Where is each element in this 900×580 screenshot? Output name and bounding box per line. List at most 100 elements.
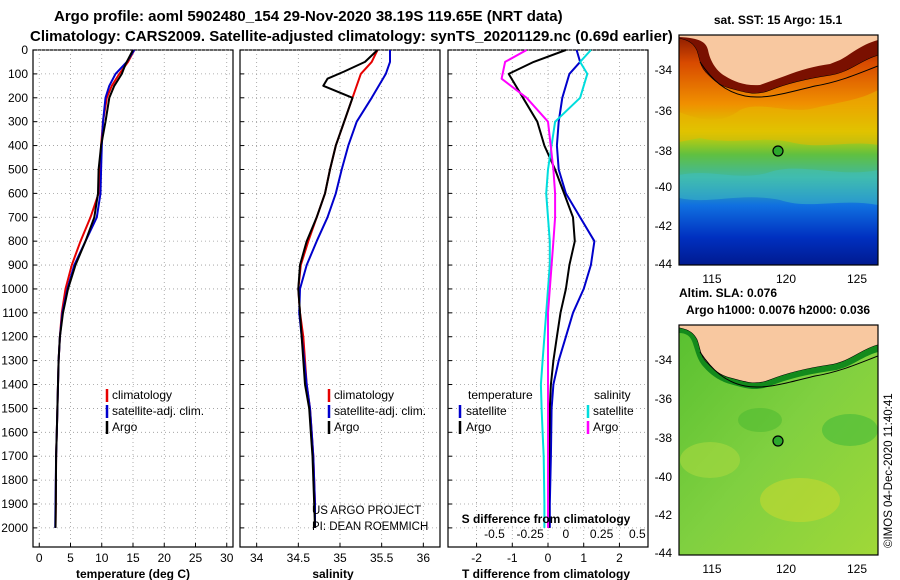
legend-t-satellite-label: satellite xyxy=(466,404,507,418)
legend-t-argo-label: Argo xyxy=(466,420,492,434)
depth-tick-label: 1800 xyxy=(1,473,28,487)
gridlines xyxy=(33,49,648,547)
legend-argo-label: Argo xyxy=(334,420,360,434)
project-annotation: US ARGO PROJECT xyxy=(312,505,421,517)
x-tick-label: -1 xyxy=(507,551,518,565)
sla-coastal-band xyxy=(679,328,878,390)
sst-ytick: -40 xyxy=(655,180,673,194)
legend-s-argo-label: Argo xyxy=(593,420,619,434)
temperature-axis-label: temperature (deg C) xyxy=(76,567,190,580)
x2-tick-label: 0.5 xyxy=(629,527,646,541)
depth-tick-label: 500 xyxy=(8,162,28,176)
sst-ytick: -38 xyxy=(655,144,673,158)
sla-map-title-line2: Argo h1000: 0.0076 h2000: 0.036 xyxy=(686,303,870,317)
sla-patch xyxy=(760,478,840,522)
x2-tick-label: -0.25 xyxy=(516,527,544,541)
series-line-s-argo xyxy=(500,49,557,528)
x-tick-label: 2 xyxy=(616,551,623,565)
sla-contour xyxy=(699,351,878,388)
x2-tick-label: -0.5 xyxy=(484,527,505,541)
pi-annotation: PI: DEAN ROEMMICH xyxy=(312,521,428,533)
depth-tick-label: 100 xyxy=(8,67,28,81)
salinity-legend: climatology satellite-adj. clim. Argo xyxy=(327,388,426,434)
series-line-argo xyxy=(297,49,379,528)
x-tick-label: -2 xyxy=(471,551,482,565)
sst-map-ticks: -34 -36 -38 -40 -42 -44 115 120 125 xyxy=(655,63,868,286)
sst-ytick: -34 xyxy=(655,63,673,77)
sst-ytick: -44 xyxy=(655,257,673,271)
sla-map-title-line1: Altim. SLA: 0.076 xyxy=(679,286,777,300)
sla-ytick: -40 xyxy=(655,470,673,484)
depth-tick-label: 0 xyxy=(21,43,28,57)
x-tick-label: 0 xyxy=(545,551,552,565)
sla-xtick: 125 xyxy=(847,562,867,576)
sst-xtick: 115 xyxy=(702,272,721,286)
depth-tick-label: 900 xyxy=(8,258,28,272)
profile-lines xyxy=(54,49,596,528)
series-line-t-argo xyxy=(507,49,576,528)
sst-contour xyxy=(699,61,878,98)
sla-patch xyxy=(680,442,740,478)
legend-climatology-label: climatology xyxy=(334,388,394,402)
depth-tick-label: 1300 xyxy=(1,354,28,368)
x-tick-label: 25 xyxy=(189,551,203,565)
series-line-s-satellite xyxy=(539,49,592,528)
x-tick-label: 35 xyxy=(333,551,347,565)
sla-xtick: 115 xyxy=(702,562,721,576)
sla-argo-position-marker xyxy=(772,435,784,447)
legend-satellite-label: satellite-adj. clim. xyxy=(112,404,204,418)
difference-legend: temperature satellite Argo salinity sate… xyxy=(458,388,634,434)
legend-salinity-title: salinity xyxy=(594,388,631,402)
figure-title-line1: Argo profile: aoml 5902480_154 29-Nov-20… xyxy=(54,8,563,25)
sla-map xyxy=(679,325,878,555)
sla-ytick: -44 xyxy=(655,546,673,560)
sst-xtick: 120 xyxy=(776,272,796,286)
depth-tick-label: 400 xyxy=(8,139,28,153)
x-tick-labels: 0 5 10 15 20 25 30 34 34.5 35 35.5 36 -2 -1 0 1 2-0.5 -0.… xyxy=(36,527,646,565)
depth-tick-label: 1700 xyxy=(1,449,28,463)
depth-tick-label: 1500 xyxy=(1,401,28,415)
x-tick-label: 30 xyxy=(220,551,234,565)
depth-tick-label: 1100 xyxy=(2,306,28,320)
sst-warm-band xyxy=(679,90,878,146)
series-line-argo xyxy=(54,49,134,528)
s-difference-axis-label: S difference from climatology xyxy=(462,512,631,526)
sla-ytick: -38 xyxy=(655,431,673,445)
x2-tick-label: 0 xyxy=(563,527,570,541)
x2-tick-label: 0.25 xyxy=(590,527,614,541)
imos-credit: ©IMOS 04-Dec-2020 11:40:41 xyxy=(883,393,895,548)
sst-argo-position-marker xyxy=(772,145,784,157)
sst-ytick: -42 xyxy=(655,219,673,233)
x-tick-label: 0 xyxy=(36,551,43,565)
series-line-t-satellite xyxy=(548,49,596,528)
temperature-legend: climatology satellite-adj. clim. Argo xyxy=(105,388,204,434)
sla-patch xyxy=(738,408,782,432)
salinity-axis-label: salinity xyxy=(312,567,354,580)
sst-map-title: sat. SST: 15 Argo: 15.1 xyxy=(714,13,843,27)
depth-tick-label: 600 xyxy=(8,186,28,200)
depth-tick-label: 1600 xyxy=(1,425,28,439)
legend-s-satellite-label: satellite xyxy=(593,404,634,418)
sla-ytick: -42 xyxy=(655,508,673,522)
x-tick-label: 10 xyxy=(95,551,109,565)
figure-title-line2: Climatology: CARS2009. Satellite-adjuste… xyxy=(30,28,673,45)
sla-xtick: 120 xyxy=(776,562,796,576)
series-line-climatology xyxy=(297,49,379,528)
legend-temperature-title: temperature xyxy=(468,388,533,402)
sst-cool-band xyxy=(679,168,878,205)
depth-tick-label: 2000 xyxy=(1,521,28,535)
x-tick-label: 15 xyxy=(126,551,140,565)
x-tick-label: 34 xyxy=(250,551,264,565)
t-difference-axis-label: T difference from climatology xyxy=(462,567,630,580)
depth-tick-label: 800 xyxy=(8,234,28,248)
sla-ytick: -34 xyxy=(655,353,673,367)
depth-tick-label: 1000 xyxy=(1,282,28,296)
depth-tick-label: 1200 xyxy=(1,330,28,344)
depth-tick-label: 700 xyxy=(8,210,28,224)
legend-argo-label: Argo xyxy=(112,420,138,434)
sla-map-frame xyxy=(678,324,879,556)
sst-map-frame xyxy=(678,34,879,266)
x-tick-label: 35.5 xyxy=(370,551,394,565)
legend-satellite-label: satellite-adj. clim. xyxy=(334,404,426,418)
sla-map-ticks: -34 -36 -38 -40 -42 -44 115 120 125 xyxy=(655,353,868,576)
